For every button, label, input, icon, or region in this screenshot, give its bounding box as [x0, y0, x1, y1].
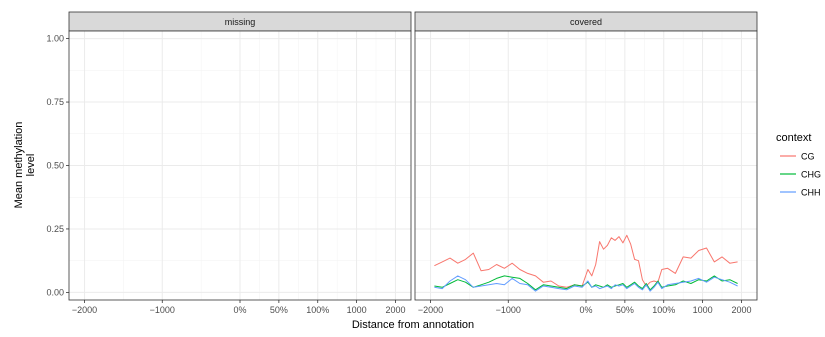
x-tick-label: 50%	[616, 305, 634, 315]
x-tick-label: −1000	[150, 305, 175, 315]
y-tick-label: 1.00	[46, 34, 64, 44]
x-tick-label: 50%	[270, 305, 288, 315]
y-tick-label: 0.25	[46, 224, 64, 234]
legend: context CG CHG CHH	[776, 132, 821, 198]
x-tick-label: 2000	[731, 305, 751, 315]
x-tick-label: −1000	[496, 305, 521, 315]
series-line-chg	[434, 275, 738, 291]
x-tick-label: −2000	[418, 305, 443, 315]
y-tick-label: 0.75	[46, 97, 64, 107]
panel-covered-x-ticks: −2000 −1000 0% 50% 100% 1000 2000	[418, 300, 751, 315]
legend-label-chh: CHH	[801, 188, 821, 198]
x-tick-label: 0%	[233, 305, 246, 315]
legend-entries: CG CHG CHH	[780, 152, 821, 198]
y-axis-title-line-2: level	[25, 154, 37, 177]
panel-covered-lines	[434, 234, 738, 292]
panel-covered-grid	[415, 31, 757, 300]
y-axis-title-line-1: Mean methylation	[13, 122, 25, 209]
y-tick-label: 0.00	[46, 287, 64, 297]
x-tick-label: 0%	[579, 305, 592, 315]
x-tick-label: 1000	[693, 305, 713, 315]
legend-label-chg: CHG	[801, 170, 821, 180]
panel-missing-grid	[69, 31, 411, 300]
y-axis-ticks: 0.00 0.25 0.50 0.75 1.00	[46, 34, 69, 297]
panel-covered: covered −2000 −1000 0% 50% 100% 1000 2000	[414, 11, 758, 315]
legend-title: context	[776, 132, 811, 144]
x-axis-title: Distance from annotation	[352, 319, 474, 331]
series-line-cg	[434, 234, 738, 288]
x-tick-label: 100%	[306, 305, 329, 315]
strip-label-covered: covered	[570, 17, 602, 27]
panel-missing: missing −2000 −1000 0% 50% 100% 1000 2000	[68, 11, 412, 315]
y-axis-title: Mean methylation level	[13, 122, 37, 209]
strip-label-missing: missing	[225, 17, 256, 27]
x-tick-label: −2000	[72, 305, 97, 315]
x-tick-label: 100%	[652, 305, 675, 315]
x-tick-label: 2000	[385, 305, 405, 315]
panel-missing-x-ticks: −2000 −1000 0% 50% 100% 1000 2000	[72, 300, 405, 315]
y-tick-label: 0.50	[46, 161, 64, 171]
x-tick-label: 1000	[347, 305, 367, 315]
series-line-chh	[434, 275, 738, 292]
legend-label-cg: CG	[801, 152, 815, 162]
